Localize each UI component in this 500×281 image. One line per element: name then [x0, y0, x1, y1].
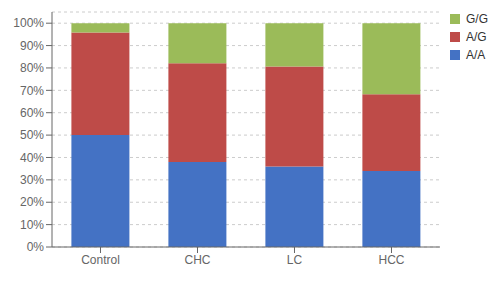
svg-text:20%: 20% — [20, 195, 44, 209]
svg-text:40%: 40% — [20, 151, 44, 165]
svg-text:Control: Control — [81, 253, 120, 267]
svg-text:CHC: CHC — [184, 253, 210, 267]
html-text:G/G: G/G — [466, 12, 488, 26]
svg-text:70%: 70% — [20, 84, 44, 98]
svg-text:0%: 0% — [27, 240, 45, 254]
html-text:A/G: A/G — [466, 30, 487, 44]
svg-text:90%: 90% — [20, 39, 44, 53]
svg-text:LC: LC — [287, 253, 303, 267]
svg-text:80%: 80% — [20, 61, 44, 75]
svg-text:30%: 30% — [20, 173, 44, 187]
svg-text:10%: 10% — [20, 218, 44, 232]
svg-text:100%: 100% — [13, 16, 44, 30]
svg-text:HCC: HCC — [378, 253, 404, 267]
html-text:A/A: A/A — [466, 48, 486, 62]
svg-text:60%: 60% — [20, 106, 44, 120]
svg-text:50%: 50% — [20, 128, 44, 142]
